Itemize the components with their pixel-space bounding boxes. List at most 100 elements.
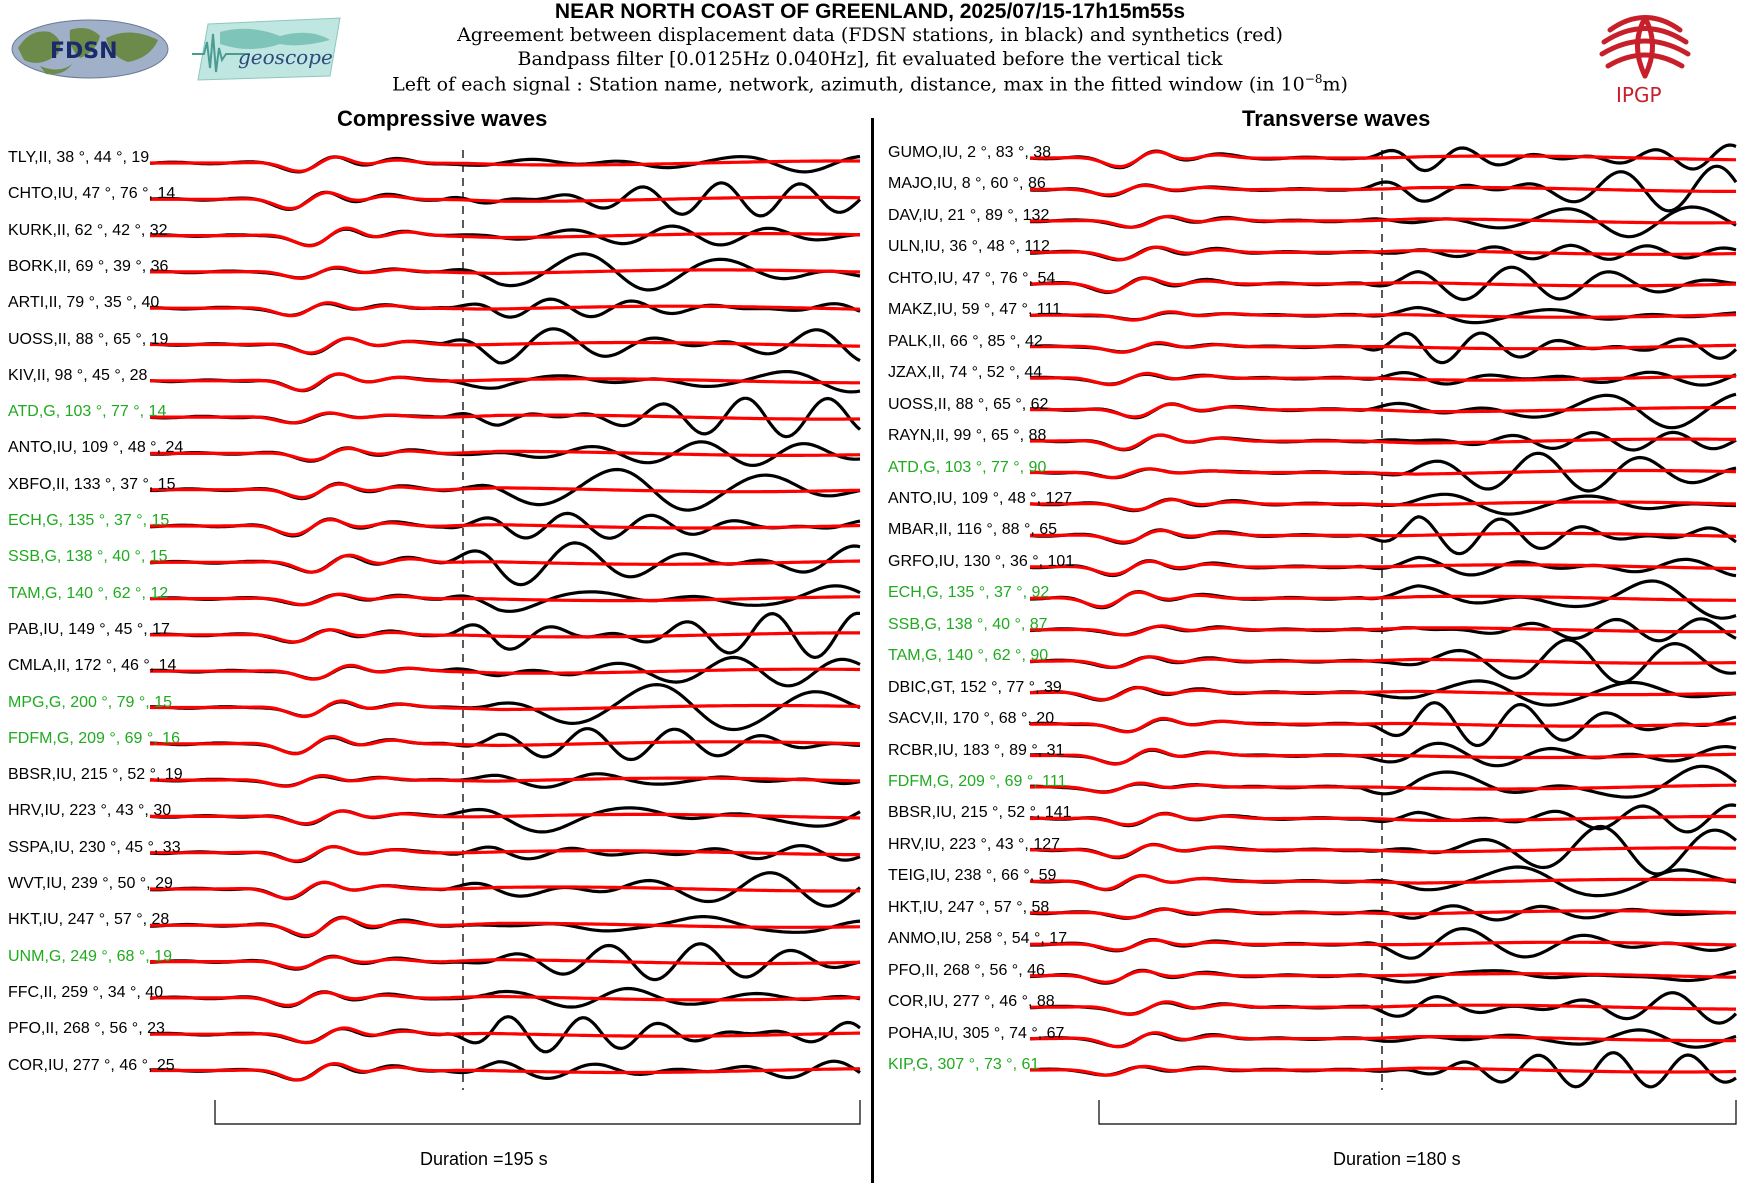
synthetic-trace [1030, 1064, 1737, 1077]
synthetic-trace [150, 155, 860, 173]
synthetic-trace [150, 809, 861, 826]
synthetic-trace [1030, 310, 1737, 322]
synthetic-trace [1030, 781, 1736, 794]
synthetic-trace [1030, 747, 1736, 766]
subtitle-line-3-prefix: Left of each signal : Station name, netw… [392, 73, 1305, 96]
synthetic-trace [1029, 590, 1736, 609]
station-label: GRFO,IU, 130 °, 36 °, 101 [888, 552, 1075, 570]
synthetic-trace [1030, 812, 1736, 827]
station-label: ATD,G, 103 °, 77 °, 90 [888, 458, 1047, 476]
synthetic-trace [1030, 1031, 1737, 1049]
synthetic-trace [1030, 716, 1737, 734]
station-label: HKT,IU, 247 °, 57 °, 58 [888, 898, 1050, 916]
station-label: ANMO,IU, 258 °, 54 °, 17 [888, 930, 1068, 948]
duration-bracket [214, 1100, 861, 1125]
duration-bracket [1098, 1100, 1737, 1125]
station-label: COR,IU, 277 °, 46 °, 88 [888, 993, 1055, 1011]
station-label: MAJO,IU, 8 °, 60 °, 86 [888, 175, 1046, 193]
station-label: ANTO,IU, 109 °, 48 °, 24 [8, 439, 184, 457]
synthetic-trace [150, 845, 861, 863]
station-label: MBAR,II, 116 °, 88 °, 65 [888, 521, 1058, 539]
station-label: ATD,G, 103 °, 77 °, 14 [8, 403, 167, 421]
data-trace [149, 327, 861, 365]
synthetic-trace [1030, 686, 1737, 702]
station-label: KIP,G, 307 °, 73 °, 61 [888, 1056, 1040, 1074]
station-label: PAB,IU, 149 °, 45 °, 17 [8, 620, 170, 638]
synthetic-trace [150, 553, 861, 574]
synthetic-trace [150, 265, 861, 280]
compressive-duration-label: Duration =195 s [420, 1149, 548, 1169]
station-label: ECH,G, 135 °, 37 °, 15 [8, 512, 170, 529]
synthetic-trace [1030, 1000, 1736, 1017]
station-label: WVT,IU, 239 °, 50 °, 29 [8, 875, 173, 892]
station-label: PFO,II, 268 °, 56 °, 46 [888, 961, 1045, 979]
synthetic-trace [150, 301, 861, 318]
station-label: XBFO,II, 133 °, 37 °, 15 [8, 475, 176, 493]
station-label: POHA,IU, 305 °, 74 °, 67 [888, 1024, 1065, 1042]
data-trace [1030, 764, 1737, 799]
station-label: TEIG,IU, 238 °, 66 °, 59 [888, 867, 1057, 885]
station-label: GUMO,IU, 2 °, 83 °, 38 [888, 144, 1052, 161]
station-label: PFO,II, 268 °, 56 °, 23 [8, 1020, 165, 1038]
compressive-traces [149, 150, 862, 1125]
station-label: CMLA,II, 172 °, 46 °, 14 [8, 657, 177, 675]
station-label: SSB,G, 138 °, 40 °, 87 [888, 615, 1048, 633]
station-label: BORK,II, 69 °, 39 °, 36 [8, 257, 169, 275]
synthetic-trace [1030, 498, 1737, 512]
synthetic-trace [1030, 528, 1736, 544]
station-label: KIV,II, 98 °, 45 °, 28 [8, 366, 148, 384]
synthetic-trace [1030, 467, 1736, 480]
station-label: FFC,II, 259 °, 34 °, 40 [8, 983, 164, 1001]
station-label: ANTO,IU, 109 °, 48 °, 127 [888, 489, 1073, 507]
station-label: BBSR,IU, 215 °, 52 °, 141 [888, 804, 1072, 822]
station-label: FDFM,G, 209 °, 69 °, 111 [888, 773, 1067, 790]
station-label: DAV,IU, 21 °, 89 °, 132 [888, 206, 1050, 224]
synthetic-trace [150, 592, 860, 607]
station-label: MPG,G, 200 °, 79 °, 15 [8, 693, 172, 711]
synthetic-trace [1030, 402, 1736, 419]
station-label: HRV,IU, 223 °, 43 °, 127 [888, 835, 1061, 853]
synthetic-trace [1030, 938, 1737, 952]
station-label: HRV,IU, 223 °, 43 °, 30 [8, 802, 172, 820]
synthetic-trace [1030, 907, 1736, 920]
synthetic-trace [1030, 341, 1736, 354]
station-label: SSPA,IU, 230 °, 45 °, 33 [8, 838, 181, 856]
compressive-panel-title: Compressive waves [337, 106, 548, 131]
subtitle-line-1: Agreement between displacement data (FDS… [457, 24, 1283, 46]
synthetic-trace [150, 518, 861, 537]
synthetic-trace [150, 955, 860, 970]
synthetic-trace [1030, 245, 1736, 262]
station-label: PALK,II, 66 °, 85 °, 42 [888, 332, 1043, 350]
subtitle-exponent: −8 [1304, 72, 1323, 86]
synthetic-trace [1030, 183, 1736, 197]
station-label: ULN,IU, 36 °, 48 °, 112 [888, 238, 1050, 256]
station-label: SSB,G, 138 °, 40 °, 15 [8, 548, 168, 566]
synthetic-trace [150, 1062, 861, 1082]
page-title: NEAR NORTH COAST OF GREENLAND, 2025/07/1… [554, 0, 1186, 23]
ipgp-logo-text: IPGP [1616, 83, 1662, 107]
header: NEAR NORTH COAST OF GREENLAND, 2025/07/1… [0, 0, 1740, 110]
ipgp-logo: IPGP [1599, 15, 1691, 107]
synthetic-trace [1030, 843, 1737, 859]
station-label: KURK,II, 62 °, 42 °, 32 [8, 221, 168, 239]
station-label: UOSS,II, 88 °, 65 °, 19 [8, 330, 169, 348]
synthetic-trace [150, 628, 860, 644]
synthetic-trace [1030, 150, 1737, 169]
station-label: UNM,G, 249 °, 68 °, 19 [8, 947, 172, 965]
synthetic-trace [150, 880, 860, 900]
station-label: BBSR,IU, 215 °, 52 °, 19 [8, 766, 183, 784]
station-label: RAYN,II, 99 °, 65 °, 88 [888, 427, 1047, 445]
station-label: TAM,G, 140 °, 62 °, 12 [8, 584, 169, 602]
synthetic-trace [150, 336, 861, 355]
station-label: UOSS,II, 88 °, 65 °, 62 [888, 395, 1049, 413]
station-label: SACV,II, 170 °, 68 °, 20 [888, 710, 1055, 728]
station-label: MAKZ,IU, 59 °, 47 °, 111 [888, 301, 1062, 319]
station-label: DBIC,GT, 152 °, 77 °, 39 [888, 678, 1062, 696]
synthetic-trace [150, 699, 861, 719]
synthetic-trace [150, 372, 860, 392]
synthetic-trace [1029, 433, 1736, 451]
synthetic-trace [1030, 559, 1736, 576]
synthetic-trace [150, 916, 860, 938]
synthetic-trace [150, 774, 861, 788]
